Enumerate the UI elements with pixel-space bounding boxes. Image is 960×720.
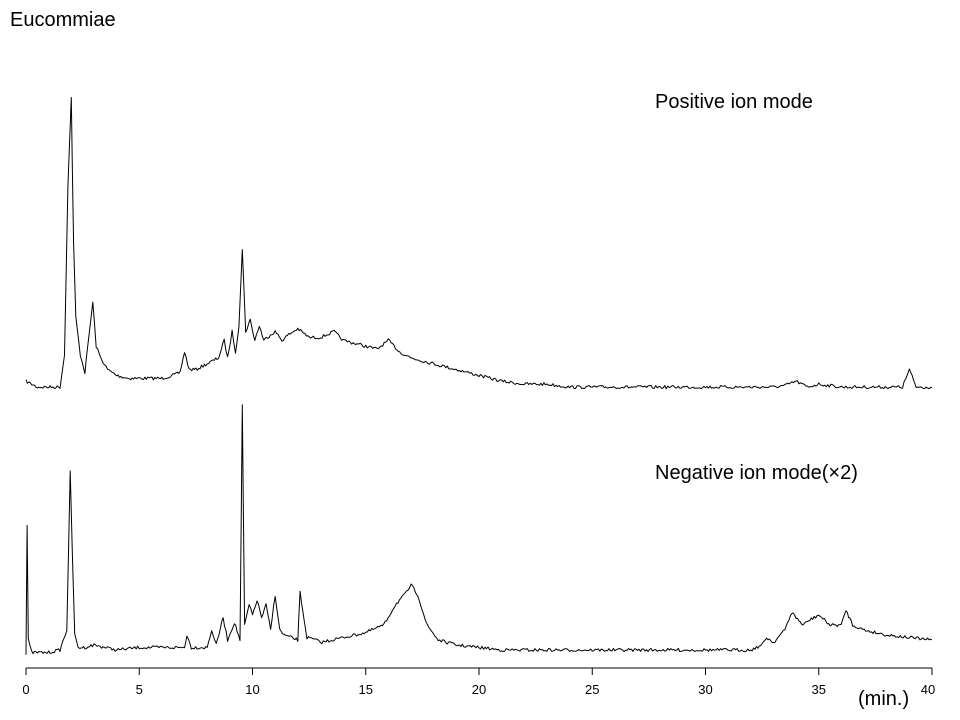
chart-title: Eucommiae: [10, 9, 116, 31]
legend-negative-ion-mode: Negative ion mode(×2): [655, 462, 858, 484]
x-tick-label-40: 40: [921, 682, 935, 697]
x-tick-label-20: 20: [472, 682, 486, 697]
trace-layer: [25, 97, 933, 655]
x-axis-label: (min.): [858, 688, 909, 710]
legend-positive-ion-mode: Positive ion mode: [655, 91, 813, 113]
x-tick-label-30: 30: [698, 682, 712, 697]
x-tick-label-25: 25: [585, 682, 599, 697]
x-tick-label-0: 0: [22, 682, 29, 697]
x-tick-label-5: 5: [136, 682, 143, 697]
x-tick-label-35: 35: [812, 682, 826, 697]
negative-ion-trace: [25, 404, 933, 655]
x-tick-label-10: 10: [245, 682, 259, 697]
x-axis: 0 5 10 15 20 25 30 35 40: [22, 667, 935, 697]
positive-ion-trace: [25, 97, 933, 390]
x-tick-label-15: 15: [359, 682, 373, 697]
